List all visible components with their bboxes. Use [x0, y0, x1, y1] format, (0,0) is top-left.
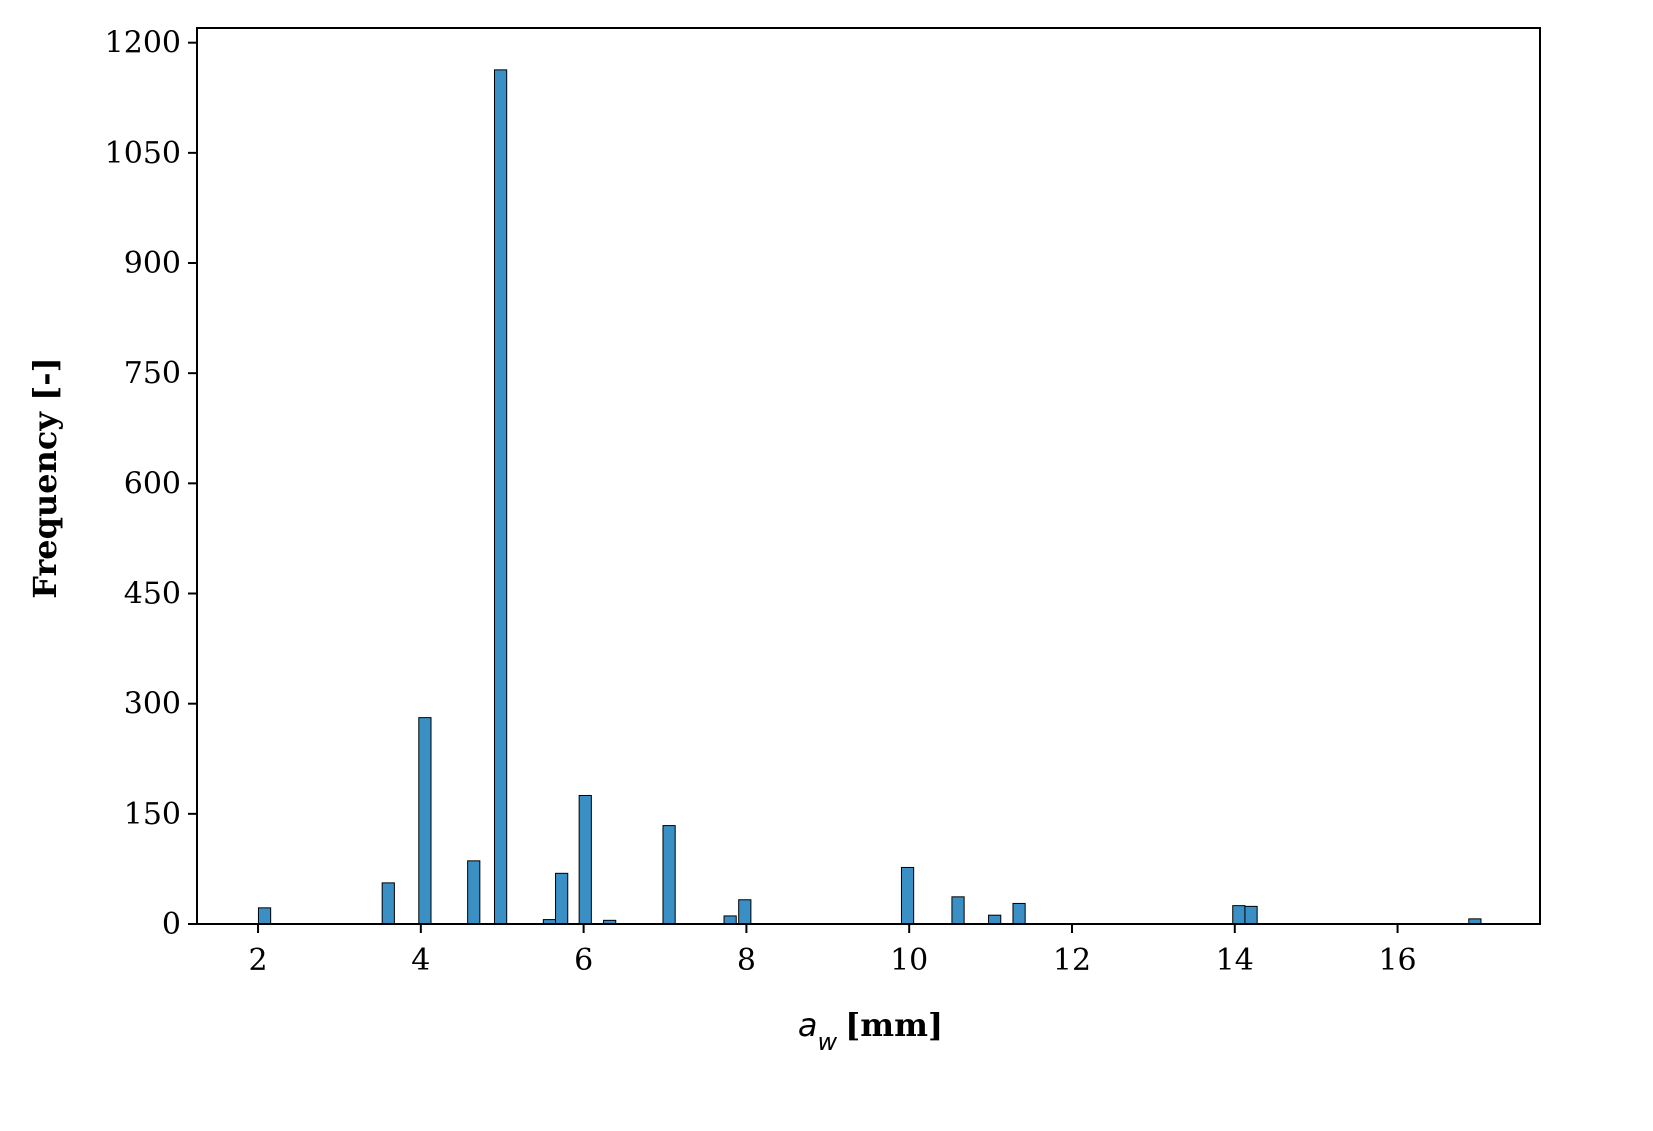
y-axis-label: Frequency [-]	[26, 357, 64, 598]
y-tick-label-7: 1050	[105, 136, 181, 171]
histogram-bar-11	[738, 899, 752, 925]
histogram-bar-10	[723, 915, 737, 925]
x-tick-label-3: 8	[737, 943, 756, 978]
y-tick-label-8: 1200	[105, 26, 181, 61]
x-axis-label-unit: [mm]	[845, 1006, 943, 1044]
histogram-bar-3	[467, 860, 481, 925]
x-axis-label: aw [mm]	[798, 1006, 943, 1056]
x-tick-label-2: 6	[574, 943, 593, 978]
histogram-bar-14	[988, 914, 1002, 925]
x-tick-label-7: 16	[1378, 943, 1416, 978]
histogram-bar-0	[257, 907, 272, 925]
plot-frame	[196, 27, 1541, 925]
y-tick-label-1: 150	[124, 797, 181, 832]
y-tick-label-2: 300	[124, 687, 181, 722]
y-tick-label-5: 750	[124, 356, 181, 391]
x-tick-label-6: 14	[1216, 943, 1254, 978]
histogram-bar-4	[493, 69, 508, 925]
histogram-bar-16	[1232, 905, 1246, 925]
histogram-bar-17	[1244, 905, 1258, 925]
histogram-bar-12	[900, 866, 915, 925]
histogram-bar-2	[418, 717, 432, 925]
histogram-bar-9	[662, 825, 676, 925]
y-tick-label-6: 900	[124, 246, 181, 281]
bars-layer	[257, 69, 1482, 925]
y-tick-label-4: 600	[124, 466, 181, 501]
y-tick-label-0: 0	[162, 907, 181, 942]
x-tick-label-0: 2	[248, 943, 267, 978]
x-axis-label-subscript: w	[817, 1028, 837, 1056]
histogram-bar-6	[555, 872, 569, 925]
histogram-bar-7	[578, 794, 592, 925]
histogram-bar-1	[381, 882, 395, 925]
x-tick-label-5: 12	[1053, 943, 1091, 978]
y-tick-label-3: 450	[124, 577, 181, 612]
x-tick-label-1: 4	[411, 943, 430, 978]
ticks-layer: 2 4 6 8 10 12 14 16 0 150 300 450 600 750 900 1050 1200	[105, 26, 1417, 978]
x-tick-label-4: 10	[890, 943, 928, 978]
histogram-bar-13	[951, 896, 965, 925]
x-axis-label-symbol: a	[798, 1006, 818, 1044]
histogram-bar-15	[1012, 902, 1026, 925]
